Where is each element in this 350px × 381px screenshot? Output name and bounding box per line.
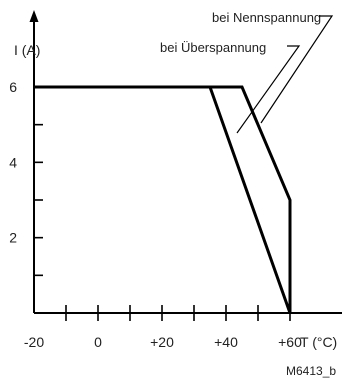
series-line-nennspannung — [34, 85, 292, 313]
x-tick-label: +20 — [150, 334, 174, 350]
y-tick-label: 6 — [9, 79, 17, 95]
x-axis-title: T (°C) — [300, 334, 337, 350]
legend-leader-ueberspannung — [236, 45, 301, 134]
series-line-ueberspannung — [34, 85, 292, 314]
x-axis-tick-labels: -20 0 +20 +40 +60 — [24, 334, 302, 350]
x-tick-label: +40 — [214, 334, 238, 350]
x-tick-label: 0 — [94, 334, 102, 350]
legend-label-ueberspannung: bei Überspannung — [160, 40, 266, 55]
y-tick-label: 4 — [9, 154, 17, 170]
x-axis-ticks — [65, 305, 291, 321]
x-tick-label: +60 — [278, 334, 302, 350]
y-axis-title: I (A) — [14, 42, 40, 58]
x-tick-label: -20 — [24, 334, 44, 350]
y-axis-arrowhead — [29, 10, 39, 22]
y-tick-label: 2 — [9, 230, 17, 246]
series-lines — [34, 85, 292, 314]
figure-id: M6413_b — [286, 364, 336, 378]
legend-label-nennspannung: bei Nennspannung — [212, 10, 321, 25]
y-axis-tick-labels: 2 4 6 — [9, 79, 17, 246]
legend-leader-nennspannung — [260, 15, 334, 124]
y-axis-ticks — [34, 86, 43, 277]
